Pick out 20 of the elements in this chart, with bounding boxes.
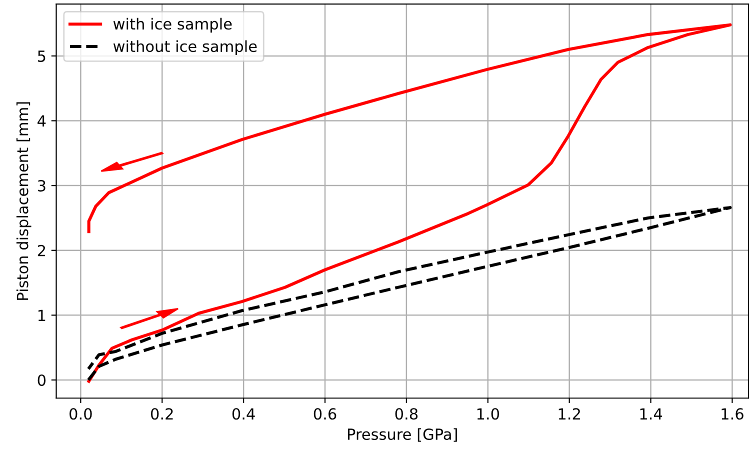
y-axis-title: Piston displacement [mm]	[16, 102, 32, 300]
legend-label: without ice sample	[113, 40, 257, 56]
y-tick-label: 1	[38, 310, 46, 321]
x-tick-label: 0.4	[232, 408, 255, 420]
x-tick-label: 0.6	[314, 408, 336, 420]
x-tick-label: 0.8	[395, 408, 418, 420]
y-tick-label: 5	[38, 50, 46, 62]
y-tick-label: 3	[38, 180, 46, 192]
x-axis-title: Pressure [GPa]	[348, 428, 457, 442]
x-tick-label: 1.2	[558, 408, 580, 420]
x-tick-label: 1.6	[722, 408, 744, 420]
y-tick-label: 2	[38, 244, 45, 256]
x-tick-label: 0.2	[150, 408, 173, 420]
legend-label: with ice sample	[113, 18, 232, 33]
x-tick-label: 0.0	[70, 408, 92, 420]
x-tick-label: 1.4	[640, 408, 662, 420]
y-tick-label: 4	[38, 115, 46, 127]
x-tick-label: 1.0	[477, 408, 500, 420]
line-series	[86, 206, 732, 382]
y-tick-label: 0	[38, 374, 46, 386]
